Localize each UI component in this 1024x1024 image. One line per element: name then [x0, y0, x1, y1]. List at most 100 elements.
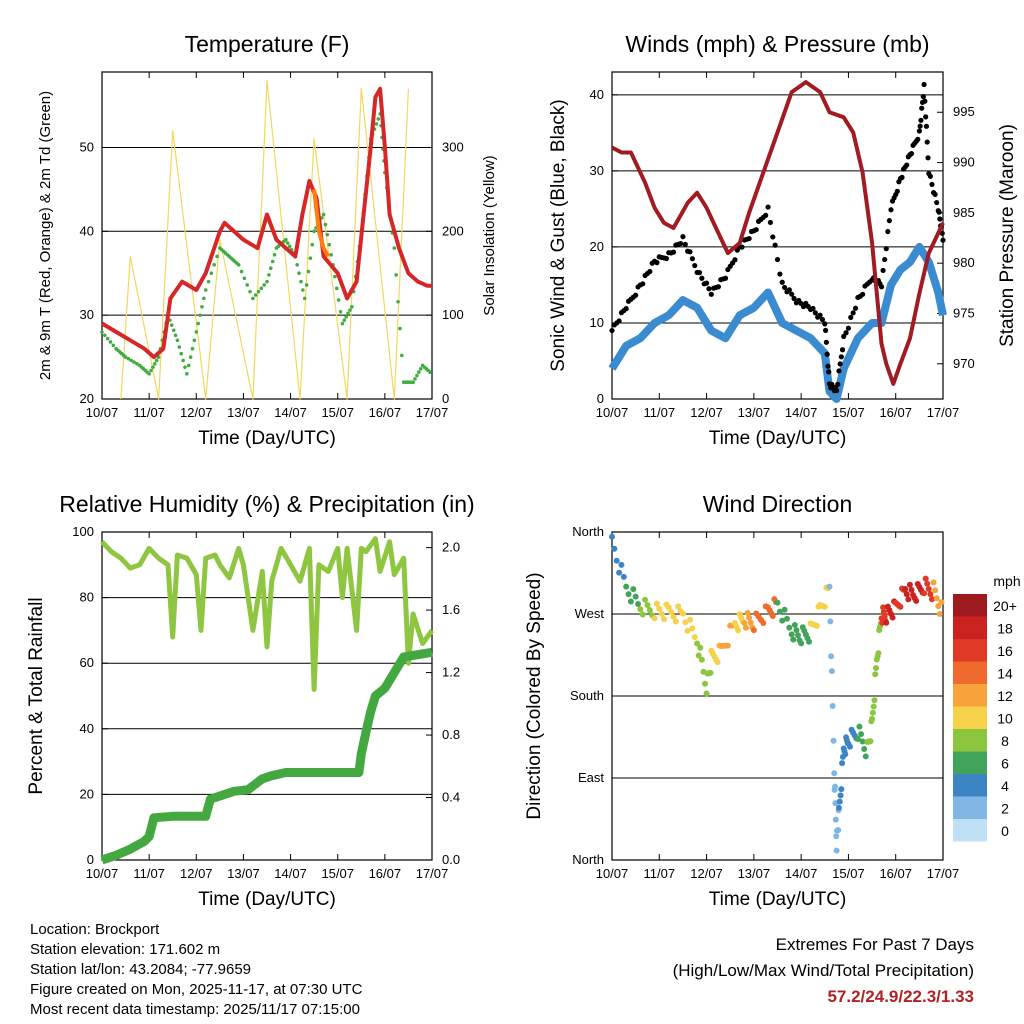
- x-tick-label: 11/07: [133, 866, 165, 881]
- gust-point: [819, 316, 826, 323]
- direction-point: [831, 770, 838, 777]
- gust-point: [899, 174, 905, 180]
- direction-point: [856, 723, 863, 730]
- direction-point: [836, 798, 843, 805]
- direction-point: [828, 653, 835, 660]
- direction-point: [781, 606, 788, 613]
- gust-point: [781, 284, 788, 291]
- gust-point: [835, 381, 841, 387]
- y-axis-label: Percent & Total Rainfall: [26, 597, 47, 794]
- direction-point: [609, 533, 615, 540]
- direction-point: [630, 586, 637, 593]
- direction-point: [783, 615, 790, 622]
- dewpoint-point: [100, 330, 104, 334]
- direction-point: [651, 615, 658, 622]
- gust-point: [845, 325, 852, 331]
- gust-point: [609, 327, 615, 334]
- rainfall-line: [100, 647, 433, 865]
- gust-point: [852, 305, 859, 311]
- dewpoint-point: [175, 338, 180, 343]
- plot-frame: [101, 531, 433, 861]
- y2-tick-label: 995: [953, 104, 975, 119]
- dewpoint-point: [171, 328, 176, 333]
- legend-swatch: [953, 706, 987, 729]
- gust-point: [923, 114, 929, 120]
- x-tick-label: 15/07: [832, 405, 865, 420]
- direction-point: [838, 786, 845, 793]
- legend-label: 8: [1001, 733, 1009, 749]
- direction-point: [922, 575, 929, 582]
- y2-axis-label: Solar Insolation (Yellow): [481, 155, 498, 315]
- dewpoint-point: [188, 355, 193, 359]
- direction-point: [744, 609, 751, 616]
- gust-point: [692, 262, 698, 269]
- direction-point: [871, 697, 878, 704]
- gust-point: [918, 117, 924, 123]
- gust-point: [722, 275, 729, 281]
- dewpoint-point: [394, 273, 398, 277]
- y2-tick-label: 200: [442, 223, 464, 238]
- direction-point: [906, 581, 913, 588]
- legend-swatch: [953, 616, 987, 639]
- gust-point: [826, 369, 832, 375]
- y2-tick-label: 2.0: [442, 540, 460, 555]
- y-tick-label: 20: [80, 786, 94, 801]
- direction-point: [897, 603, 904, 610]
- y-axis-label: 2m & 9m T (Red, Orange) & 2m Td (Green): [37, 91, 54, 380]
- direction-point: [625, 591, 632, 598]
- direction-point: [832, 783, 839, 790]
- x-tick-label: 10/07: [596, 405, 629, 420]
- direction-point: [902, 586, 909, 593]
- chart-title: Relative Humidity (%) & Precipitation (i…: [59, 491, 474, 517]
- direction-point: [798, 640, 805, 647]
- legend-label: 4: [1001, 778, 1009, 794]
- direction-point: [830, 737, 837, 744]
- gust-point: [878, 284, 885, 290]
- dewpoint-point: [129, 358, 134, 363]
- direction-point: [661, 616, 668, 623]
- dewpoint-point: [417, 370, 421, 374]
- gust-point: [680, 234, 686, 240]
- gust-point: [927, 173, 933, 179]
- x-tick-label: 17/07: [927, 866, 960, 881]
- gust-point: [715, 284, 721, 290]
- dewpoint-point: [248, 289, 252, 294]
- gust-point: [923, 123, 930, 129]
- plot-frame: [611, 531, 944, 861]
- direction-point: [679, 610, 686, 617]
- direction-point: [932, 587, 939, 594]
- direction-point: [694, 640, 701, 647]
- dewpoint-point: [192, 338, 197, 343]
- direction-point: [616, 569, 623, 576]
- legend-label: 18: [997, 621, 1013, 637]
- gust-point: [767, 219, 774, 226]
- direction-point: [930, 579, 937, 586]
- gust-point: [687, 249, 693, 255]
- dewpoint-point: [272, 252, 277, 257]
- direction-point: [828, 668, 835, 675]
- gust-point: [817, 312, 823, 318]
- direction-point: [862, 753, 869, 760]
- gust-point: [882, 256, 888, 263]
- extremes-box: Extremes For Past 7 Days (High/Low/Max W…: [673, 932, 974, 1010]
- direction-point: [938, 599, 945, 606]
- direction-point: [701, 680, 708, 687]
- x-tick-label: 13/07: [738, 866, 771, 881]
- gust-point: [904, 162, 910, 168]
- x-tick-label: 12/07: [690, 866, 723, 881]
- x-tick-label: 16/07: [879, 405, 912, 420]
- gust-point: [850, 310, 856, 316]
- gust-point: [772, 242, 778, 248]
- dewpoint-point: [108, 340, 113, 344]
- y2-tick-label: 0: [442, 391, 449, 406]
- gust-point: [640, 281, 646, 287]
- dewpoint-point: [198, 313, 202, 317]
- y2-tick-label: 300: [442, 139, 464, 154]
- dewpoint-point: [287, 244, 292, 249]
- y-tick-label: 30: [80, 307, 94, 322]
- dewpoint-point: [285, 241, 290, 245]
- y-tick-label: West: [575, 606, 605, 621]
- direction-point: [842, 751, 849, 758]
- direction-point: [821, 603, 828, 610]
